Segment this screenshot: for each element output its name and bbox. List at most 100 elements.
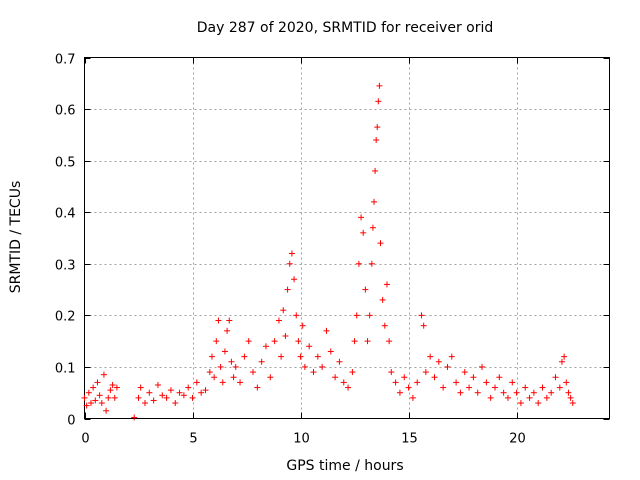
data-point <box>262 343 269 350</box>
x-tick-label: 15 <box>401 432 418 447</box>
data-point <box>219 379 226 386</box>
data-point <box>332 374 339 381</box>
x-tick-label: 10 <box>293 432 310 447</box>
data-point <box>293 312 300 319</box>
data-point <box>323 327 330 334</box>
data-point <box>353 312 360 319</box>
data-point <box>137 384 144 391</box>
data-point <box>254 384 261 391</box>
data-point <box>345 384 352 391</box>
data-point <box>420 322 427 329</box>
data-point <box>431 374 438 381</box>
data-point <box>297 353 304 360</box>
data-point <box>556 384 563 391</box>
data-point <box>150 397 157 404</box>
data-point <box>558 358 565 365</box>
data-point <box>109 381 116 388</box>
data-point <box>267 374 274 381</box>
y-tick-label: 0.4 <box>55 207 76 222</box>
data-point <box>381 322 388 329</box>
data-point <box>206 369 213 376</box>
data-point <box>422 369 429 376</box>
data-point <box>392 379 399 386</box>
y-tick-label: 0.3 <box>55 259 76 274</box>
data-point <box>245 338 252 345</box>
data-point <box>509 379 516 386</box>
data-point <box>81 394 88 401</box>
data-point <box>539 384 546 391</box>
data-point <box>483 379 490 386</box>
data-point <box>567 394 574 401</box>
data-point <box>453 379 460 386</box>
data-point <box>306 343 313 350</box>
data-point <box>513 389 520 396</box>
data-point <box>543 394 550 401</box>
data-point <box>479 363 486 370</box>
y-tick-label: 0.5 <box>55 156 76 171</box>
data-point <box>362 286 369 293</box>
data-point <box>100 371 107 378</box>
data-point <box>561 353 568 360</box>
data-point <box>278 353 285 360</box>
data-point <box>526 394 533 401</box>
data-point <box>386 338 393 345</box>
data-point <box>366 312 373 319</box>
data-point <box>275 317 282 324</box>
data-point <box>461 369 468 376</box>
x-axis-label: GPS time / hours <box>286 458 403 474</box>
data-point <box>355 260 362 267</box>
data-point <box>217 363 224 370</box>
data-point <box>288 250 295 257</box>
data-point <box>448 353 455 360</box>
data-point <box>226 317 233 324</box>
data-point <box>103 407 110 414</box>
x-tick-label: 0 <box>81 432 89 447</box>
data-point <box>105 394 112 401</box>
data-point <box>258 358 265 365</box>
data-point <box>374 124 381 131</box>
y-tick-label: 0.1 <box>55 362 76 377</box>
data-point <box>221 348 228 355</box>
data-point <box>189 394 196 401</box>
data-point <box>301 363 308 370</box>
data-point <box>372 167 379 174</box>
data-point <box>457 389 464 396</box>
data-point <box>92 397 99 404</box>
data-point <box>237 379 244 386</box>
data-point <box>107 387 114 394</box>
data-point <box>135 394 142 401</box>
data-point <box>131 414 138 421</box>
data-point <box>167 387 174 394</box>
data-point <box>444 363 451 370</box>
chart-title: Day 287 of 2020, SRMTID for receiver ori… <box>197 20 494 36</box>
data-point <box>163 394 170 401</box>
data-point <box>418 312 425 319</box>
data-point <box>295 338 302 345</box>
data-point <box>159 392 166 399</box>
data-point <box>202 387 209 394</box>
data-point <box>299 322 306 329</box>
data-point <box>113 384 120 391</box>
data-point <box>208 353 215 360</box>
data-point <box>565 389 572 396</box>
data-point <box>504 394 511 401</box>
data-point <box>427 353 434 360</box>
y-tick-labels: 0 0.1 0.2 0.3 0.4 0.5 0.6 0.7 <box>55 53 76 429</box>
data-point <box>319 363 326 370</box>
data-point <box>111 394 118 401</box>
data-point <box>552 374 559 381</box>
data-point <box>96 392 103 399</box>
data-point <box>440 384 447 391</box>
data-point <box>377 240 384 247</box>
data-point <box>180 392 187 399</box>
data-point <box>213 338 220 345</box>
data-point <box>517 400 524 407</box>
data-point <box>401 374 408 381</box>
data-point <box>340 379 347 386</box>
data-point <box>500 389 507 396</box>
data-point <box>535 400 542 407</box>
data-point <box>368 260 375 267</box>
data-point <box>280 307 287 314</box>
data-point <box>250 369 257 376</box>
